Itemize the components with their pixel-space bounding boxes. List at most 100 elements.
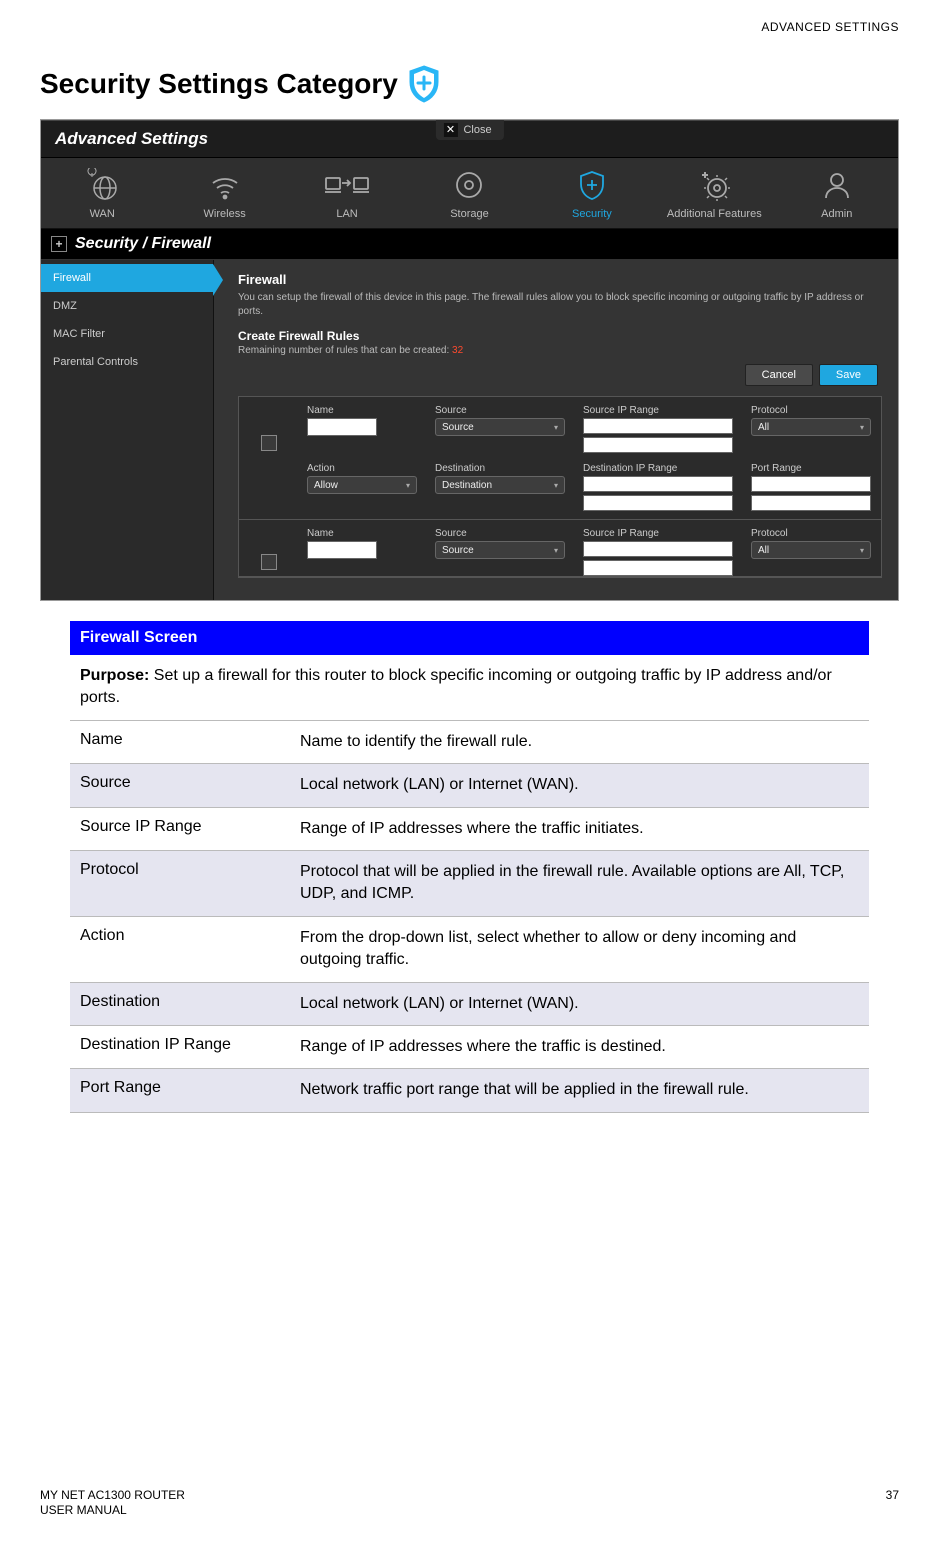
name-input[interactable] [307, 418, 377, 436]
close-icon: ✕ [443, 123, 457, 137]
label-action: Action [307, 463, 417, 474]
protocol-select[interactable]: All▾ [751, 418, 871, 436]
tab-additional[interactable]: Additional Features [653, 168, 775, 220]
dest-ip-from-input[interactable] [583, 476, 733, 492]
footer-doc-type: USER MANUAL [40, 1503, 185, 1519]
rule-checkbox[interactable] [261, 554, 277, 570]
wifi-icon [208, 168, 242, 202]
save-button[interactable]: Save [819, 364, 878, 386]
table-row: Action From the drop-down list, select w… [70, 917, 869, 983]
label-source-ip: Source IP Range [583, 405, 733, 416]
footer-product: MY NET AC1300 ROUTER [40, 1488, 185, 1504]
port-to-input[interactable] [751, 495, 871, 511]
cell-label: Source IP Range [70, 808, 290, 850]
chevron-down-icon: ▾ [860, 423, 864, 432]
label-source-ip: Source IP Range [583, 528, 733, 539]
source-ip-from-input[interactable] [583, 541, 733, 557]
panel-desc: You can setup the firewall of this devic… [238, 291, 882, 319]
name-input[interactable] [307, 541, 377, 559]
shield-plus-icon [406, 64, 442, 104]
remaining-number: 32 [452, 345, 463, 356]
source-ip-to-input[interactable] [583, 437, 733, 453]
section-title-text: Security Settings Category [40, 68, 398, 100]
section-title: Security Settings Category [40, 64, 899, 104]
tab-label: LAN [336, 208, 357, 220]
panel-heading: Firewall [238, 272, 882, 287]
tab-label: WAN [90, 208, 115, 220]
tab-lan[interactable]: LAN [286, 168, 408, 220]
close-tab[interactable]: ✕ Close [435, 120, 503, 140]
source-ip-to-input[interactable] [583, 560, 733, 576]
tab-security[interactable]: Security [531, 168, 653, 220]
user-icon [820, 168, 854, 202]
cell-label: Protocol [70, 851, 290, 916]
cell-desc: Range of IP addresses where the traffic … [290, 1026, 869, 1068]
label-name: Name [307, 405, 417, 416]
label-dest-ip: Destination IP Range [583, 463, 733, 474]
table-row: Source IP Range Range of IP addresses wh… [70, 808, 869, 851]
cell-desc: Range of IP addresses where the traffic … [290, 808, 869, 850]
page-footer: MY NET AC1300 ROUTER USER MANUAL 37 [40, 1488, 899, 1519]
protocol-select[interactable]: All▾ [751, 541, 871, 559]
cell-label: Source [70, 764, 290, 806]
table-row: Destination IP Range Range of IP address… [70, 1026, 869, 1069]
source-ip-from-input[interactable] [583, 418, 733, 434]
tab-label: Admin [821, 208, 852, 220]
main-panel: Firewall You can setup the firewall of t… [214, 260, 898, 600]
breadcrumb-bar: + Security / Firewall [41, 229, 898, 260]
cancel-button[interactable]: Cancel [745, 364, 813, 386]
lan-icon [323, 168, 371, 202]
cell-label: Name [70, 721, 290, 763]
label-port-range: Port Range [751, 463, 871, 474]
table-row: Destination Local network (LAN) or Inter… [70, 983, 869, 1026]
purpose-text: Set up a firewall for this router to blo… [80, 667, 832, 706]
sidebar-item-macfilter[interactable]: MAC Filter [41, 320, 213, 348]
purpose-label: Purpose: [80, 667, 149, 684]
action-select[interactable]: Allow▾ [307, 476, 417, 494]
cell-desc: Name to identify the firewall rule. [290, 721, 869, 763]
chevron-down-icon: ▾ [406, 481, 410, 490]
router-ui-screenshot: ✕ Close Advanced Settings WAN Wireless [40, 119, 899, 601]
dest-ip-to-input[interactable] [583, 495, 733, 511]
chevron-down-icon: ▾ [554, 423, 558, 432]
source-select[interactable]: Source▾ [435, 418, 565, 436]
storage-icon [452, 168, 486, 202]
cell-desc: Protocol that will be applied in the fir… [290, 851, 869, 916]
panel-subheading: Create Firewall Rules [238, 329, 882, 343]
sidebar-item-dmz[interactable]: DMZ [41, 292, 213, 320]
expand-icon[interactable]: + [51, 236, 67, 252]
plus-gear-icon [697, 168, 731, 202]
sidebar-item-parental[interactable]: Parental Controls [41, 348, 213, 376]
table-row: Protocol Protocol that will be applied i… [70, 851, 869, 917]
destination-select[interactable]: Destination▾ [435, 476, 565, 494]
source-select[interactable]: Source▾ [435, 541, 565, 559]
doc-header: ADVANCED SETTINGS [40, 20, 899, 34]
cell-label: Action [70, 917, 290, 982]
sidebar-item-firewall[interactable]: Firewall [41, 264, 213, 292]
purpose-row: Purpose: Set up a firewall for this rout… [70, 655, 869, 721]
tab-admin[interactable]: Admin [776, 168, 898, 220]
chevron-down-icon: ▾ [554, 481, 558, 490]
label-name: Name [307, 528, 417, 539]
tab-label: Security [572, 208, 612, 220]
page-number: 37 [886, 1488, 899, 1519]
tab-wireless[interactable]: Wireless [163, 168, 285, 220]
shield-icon [575, 168, 609, 202]
chevron-down-icon: ▾ [860, 546, 864, 555]
tabs-row: WAN Wireless LAN Storage [41, 158, 898, 229]
sidebar: Firewall DMZ MAC Filter Parental Control… [41, 260, 214, 600]
label-protocol: Protocol [751, 405, 871, 416]
cell-desc: Network traffic port range that will be … [290, 1069, 869, 1111]
rule-checkbox[interactable] [261, 435, 277, 451]
label-protocol: Protocol [751, 528, 871, 539]
table-row: Name Name to identify the firewall rule. [70, 721, 869, 764]
chevron-down-icon: ▾ [554, 546, 558, 555]
port-from-input[interactable] [751, 476, 871, 492]
breadcrumb-text: Security / Firewall [75, 235, 211, 253]
tab-wan[interactable]: WAN [41, 168, 163, 220]
table-header: Firewall Screen [70, 621, 869, 655]
tab-label: Storage [450, 208, 489, 220]
rule-row: Name Source Source▾ Source IP Range [239, 520, 881, 577]
tab-storage[interactable]: Storage [408, 168, 530, 220]
cell-desc: Local network (LAN) or Internet (WAN). [290, 764, 869, 806]
